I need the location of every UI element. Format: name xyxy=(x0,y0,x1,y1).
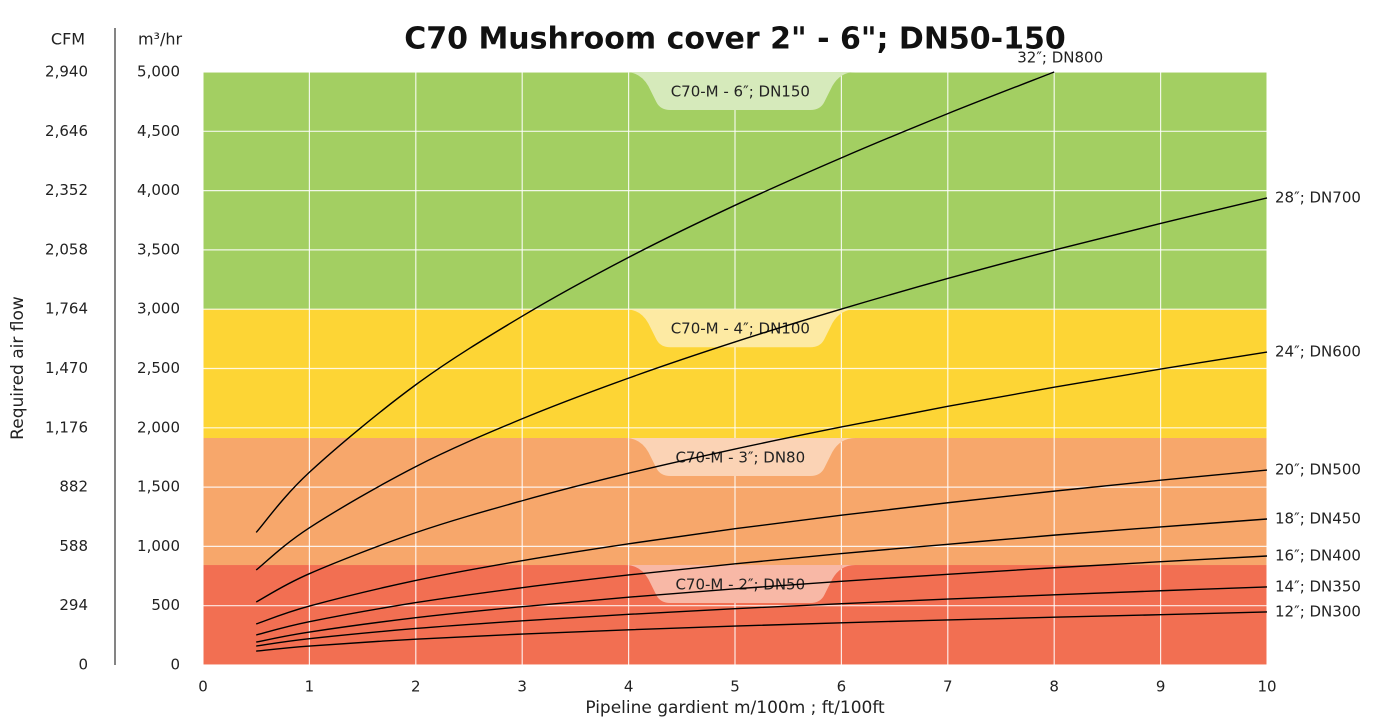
y-unit: m³/hr xyxy=(138,30,183,49)
y-tick-label: 2,000 xyxy=(137,418,180,436)
series-line xyxy=(256,611,1268,652)
y-tick-label: 1,500 xyxy=(137,478,180,496)
y2-tick-label: 2,352 xyxy=(45,181,88,199)
y2-unit: CFM xyxy=(51,30,85,49)
y-tick-label: 5,000 xyxy=(137,63,180,81)
band-tab xyxy=(625,309,856,348)
x-tick-label: 2 xyxy=(411,678,421,696)
series-label: 16″; DN400 xyxy=(1275,547,1361,565)
series-label: 28″; DN700 xyxy=(1275,188,1361,206)
x-tick-label: 10 xyxy=(1257,678,1276,696)
series-line xyxy=(255,351,1268,603)
y-tick-label: 1,000 xyxy=(137,537,180,555)
y2-tick-label: 2,646 xyxy=(45,122,88,140)
y-tick-label: 4,500 xyxy=(137,122,180,140)
series-line xyxy=(255,469,1268,625)
x-tick-label: 9 xyxy=(1156,678,1166,696)
band-label: C70-M - 2″; DN50 xyxy=(675,576,805,594)
series-label: 14″; DN350 xyxy=(1275,577,1361,595)
y-tick-label: 3,000 xyxy=(137,300,180,318)
series-line xyxy=(256,555,1268,643)
x-tick-label: 4 xyxy=(624,678,634,696)
y-tick-label: 4,000 xyxy=(137,181,180,199)
y2-tick-label: 2,940 xyxy=(45,63,88,81)
band-label: C70-M - 4″; DN100 xyxy=(671,320,810,338)
series-label: 12″; DN300 xyxy=(1275,602,1361,620)
series-label: 20″; DN500 xyxy=(1275,461,1361,479)
x-tick-label: 8 xyxy=(1049,678,1059,696)
y2-tick-label: 882 xyxy=(59,478,88,496)
series-line xyxy=(256,518,1268,636)
series-line xyxy=(256,586,1268,647)
band-label: C70-M - 3″; DN80 xyxy=(675,448,805,466)
x-tick-label: 0 xyxy=(198,678,208,696)
x-tick-label: 6 xyxy=(837,678,847,696)
band-tab xyxy=(625,72,856,110)
y2-tick-label: 588 xyxy=(59,537,88,555)
y2-tick-label: 1,764 xyxy=(45,300,88,318)
y-tick-label: 3,500 xyxy=(137,240,180,258)
chart-title: C70 Mushroom cover 2" - 6"; DN50-150 xyxy=(404,22,1066,57)
y2-tick-label: 2,058 xyxy=(45,240,88,258)
series-label: 32″; DN800 xyxy=(1017,49,1103,67)
series-label: 24″; DN600 xyxy=(1275,343,1361,361)
series-line xyxy=(255,197,1268,571)
y2-tick-label: 0 xyxy=(78,656,88,674)
y-axis-label: Required air flow xyxy=(8,296,28,440)
band-tab xyxy=(625,437,856,476)
x-tick-label: 7 xyxy=(943,678,953,696)
x-tick-label: 5 xyxy=(730,678,740,696)
y-tick-label: 0 xyxy=(170,656,180,674)
series-line xyxy=(255,71,1055,533)
x-tick-label: 3 xyxy=(517,678,527,696)
y2-tick-label: 1,470 xyxy=(45,359,88,377)
x-axis-label: Pipeline gardient m/100m ; ft/100ft xyxy=(585,698,885,718)
band-label: C70-M - 6″; DN150 xyxy=(671,83,810,101)
y-tick-label: 500 xyxy=(151,596,180,614)
y-tick-label: 2,500 xyxy=(137,359,180,377)
y2-tick-label: 294 xyxy=(59,596,88,614)
x-tick-label: 1 xyxy=(305,678,315,696)
series-label: 18″; DN450 xyxy=(1275,510,1361,528)
y2-tick-label: 1,176 xyxy=(45,418,88,436)
